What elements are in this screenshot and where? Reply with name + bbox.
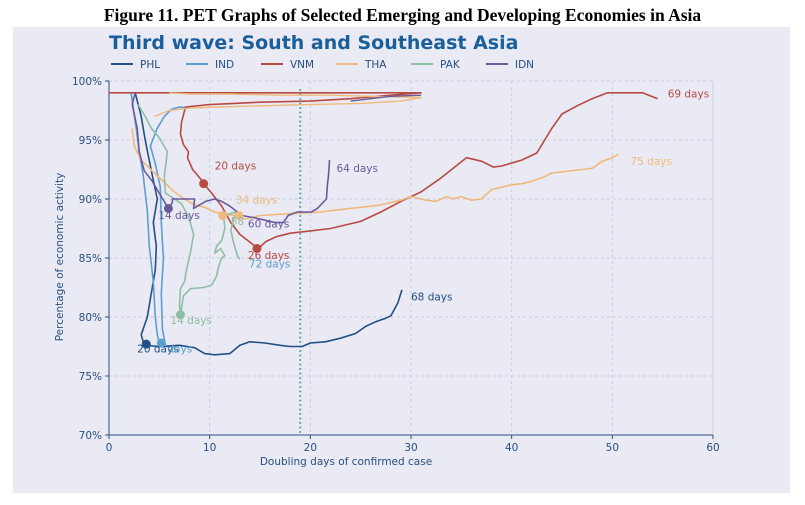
axes: 0 10 20 30 40 50 60 70% 75% 80% 85% 90% 95% 100% [72,76,720,454]
series-line-idn [131,92,331,224]
y-tick-label: 85% [79,253,102,265]
marker-tha [234,211,244,221]
annotation-label: 60 days [248,218,289,230]
x-tick-label: 10 [203,442,216,454]
marker-pak [175,310,185,320]
end-label-idn: 64 days [337,163,378,175]
legend-label-pak: PAK [440,59,461,71]
series-line-idn-segment [350,94,422,102]
annotations: 20 days 68 days 72 days 20 days 26 days 69 da… [137,89,709,356]
y-tick-label: 75% [79,371,102,383]
marker-vnm [199,179,209,189]
end-label-pak: 58 [231,216,244,228]
end-label-ind: 72 days [249,258,290,270]
series-lines [109,92,658,356]
y-tick-label: 95% [79,135,102,147]
series-line-phl [134,92,403,356]
y-tick-label: 100% [72,76,102,88]
marker-ind [156,338,166,348]
annotation-label: days [167,343,192,355]
series-line-tha-segment [154,92,422,118]
end-label-tha: 75 days [630,156,671,168]
series-line-tha [131,128,619,220]
legend-label-tha: THA [364,59,387,71]
legend-label-phl: PHL [140,59,160,71]
marker-vnm [252,244,262,254]
marker-tha [218,211,228,221]
x-tick-label: 60 [706,442,719,454]
chart-title: Third wave: South and Southeast Asia [109,32,518,54]
legend-label-ind: IND [215,59,234,71]
figure-caption: Figure 11. PET Graphs of Selected Emergi… [103,5,702,25]
marker-label-vnm: 20 days [215,161,256,173]
series-line-ind [130,92,190,347]
marker-label-vnm: 26 days [248,250,289,262]
x-tick-label: 40 [505,442,518,454]
grid [109,80,714,435]
y-axis-label: Percentage of economic activity [54,173,66,342]
x-tick-label: 0 [106,442,113,454]
end-label-phl: 68 days [411,291,452,303]
legend-label-idn: IDN [515,59,534,71]
marker-phl [141,339,151,349]
x-tick-label: 30 [404,442,417,454]
x-tick-label: 20 [304,442,317,454]
marker-label-idn: 14 days [158,210,199,222]
x-axis-label: Doubling days of confirmed case [260,456,432,468]
marker-label-tha: 34 days [236,195,277,207]
legend-label-vnm: VNM [290,59,314,71]
end-label-vnm: 69 days [668,89,709,101]
legend: PHL IND VNM THA PAK IDN [111,59,534,71]
marker-label-phl: 20 days [137,343,178,355]
y-tick-label: 70% [79,430,102,442]
marker-label-pak: 14 days [170,315,211,327]
x-tick-label: 50 [606,442,619,454]
y-tick-label: 80% [79,312,102,324]
chart-panel: 0 10 20 30 40 50 60 70% 75% 80% 85% 90% 95% 100% 20 d… [13,27,790,493]
y-tick-label: 90% [79,194,102,206]
marker-idn [163,203,173,213]
pet-line-chart: 0 10 20 30 40 50 60 70% 75% 80% 85% 90% 95% 100% 20 d… [54,32,720,468]
